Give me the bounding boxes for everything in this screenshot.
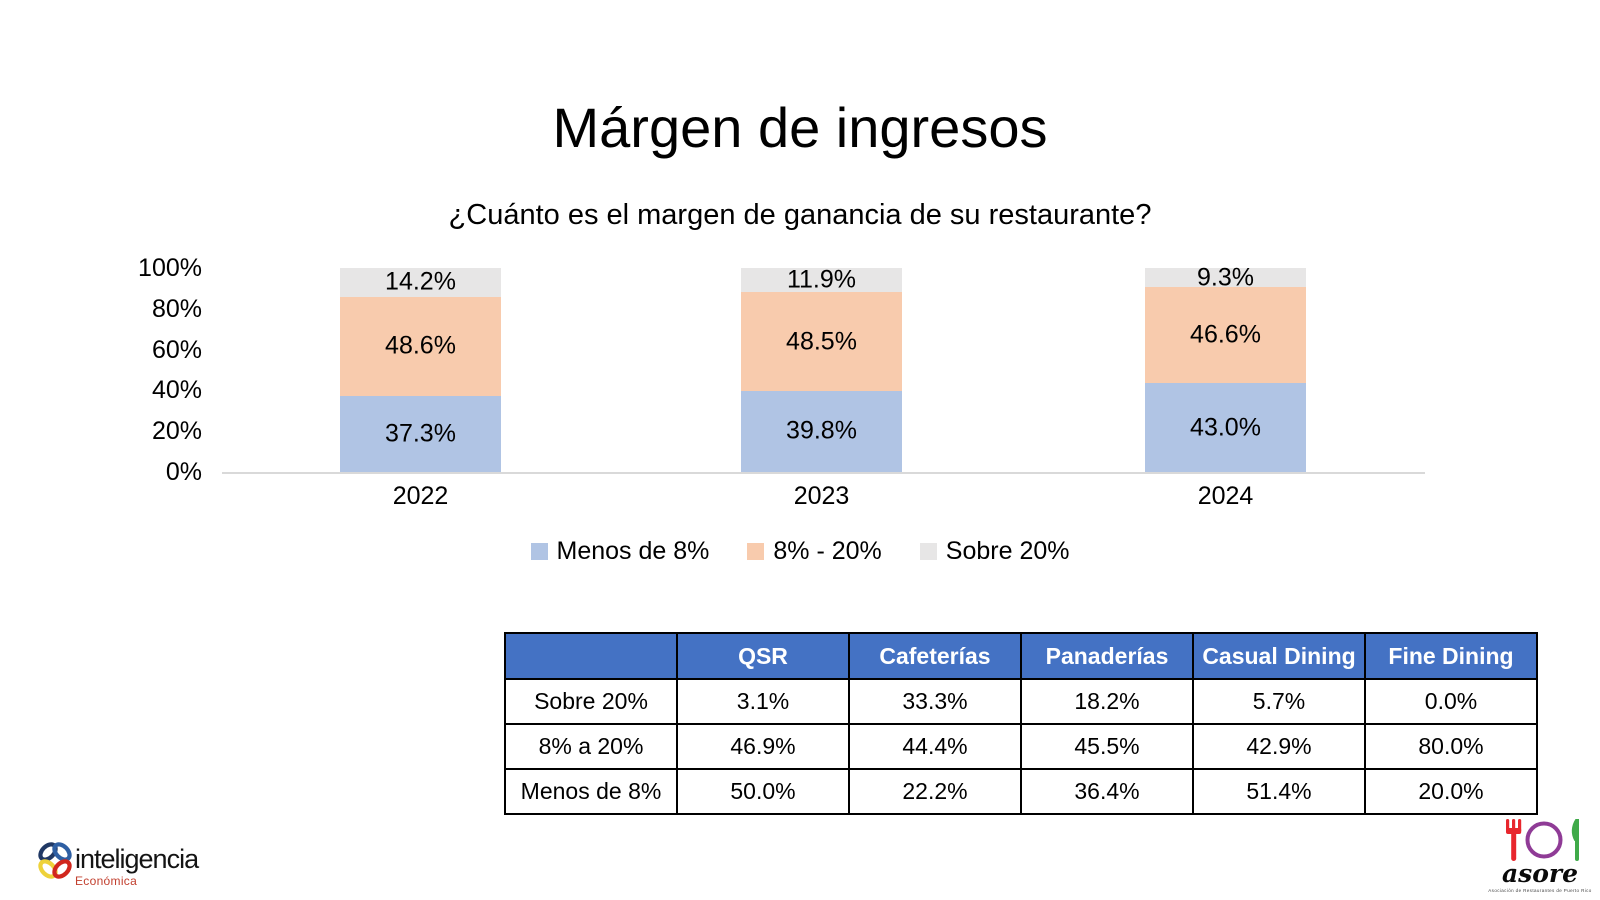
- bar-segment-sobre-20: 9.3%: [1145, 263, 1306, 291]
- table-cell: 50.0%: [676, 768, 850, 815]
- table-row-label: Sobre 20%: [504, 678, 678, 725]
- legend-item: 8% - 20%: [747, 537, 882, 566]
- bar-segment-sobre-20: 11.9%: [741, 265, 902, 294]
- bar-segment-sobre-20: 14.2%: [340, 268, 501, 297]
- legend-item: Menos de 8%: [530, 537, 710, 566]
- table-cell: 0.0%: [1364, 678, 1538, 725]
- legend-label: Menos de 8%: [556, 537, 710, 565]
- table-cell: 51.4%: [1192, 768, 1366, 815]
- results-table: QSR Cafeterías Panaderías Casual Dining …: [504, 632, 1538, 815]
- table-header-cell: Cafeterías: [848, 632, 1022, 680]
- bar-2023: 11.9% 48.5% 39.8%: [741, 265, 902, 472]
- category-label-2022: 2022: [392, 482, 449, 510]
- table-row: 8% a 20% 46.9% 44.4% 45.5% 42.9% 80.0%: [504, 723, 1538, 770]
- table-cell: 33.3%: [848, 678, 1022, 725]
- category-label-2023: 2023: [793, 482, 850, 510]
- bar-segment-8-a-20: 48.6%: [340, 296, 501, 396]
- table-cell: 46.9%: [676, 723, 850, 770]
- table-row: Sobre 20% 3.1% 33.3% 18.2% 5.7% 0.0%: [504, 678, 1538, 725]
- table-header-row: QSR Cafeterías Panaderías Casual Dining …: [504, 632, 1538, 680]
- chart-legend: Menos de 8% 8% - 20% Sobre 20%: [0, 537, 1600, 566]
- chart-subtitle: ¿Cuánto es el margen de ganancia de su r…: [448, 199, 1152, 231]
- table-row-label: Menos de 8%: [504, 768, 678, 815]
- asore-tagline: Asociación de Restaurantes de Puerto Ric…: [1488, 888, 1592, 893]
- table-header-cell: QSR: [676, 632, 850, 680]
- bar-segment-menos-de-8: 37.3%: [340, 395, 501, 472]
- table-row: Menos de 8% 50.0% 22.2% 36.4% 51.4% 20.0…: [504, 768, 1538, 815]
- legend-label: 8% - 20%: [773, 537, 882, 565]
- table-cell: 44.4%: [848, 723, 1022, 770]
- bar-2024: 9.3% 46.6% 43.0%: [1145, 263, 1306, 472]
- fork-plate-knife-icon: [1506, 819, 1579, 861]
- inteligencia-text: inteligencia: [75, 844, 199, 874]
- category-label-2024: 2024: [1197, 482, 1254, 510]
- bar-segment-label: 14.2%: [385, 267, 456, 296]
- table-header-cell: [504, 632, 678, 680]
- asore-text: asore: [1501, 859, 1579, 888]
- bar-segment-label: 39.8%: [786, 416, 857, 445]
- asore-logo: asore Asociación de Restaurantes de Puer…: [1488, 818, 1592, 893]
- table-cell: 18.2%: [1020, 678, 1194, 725]
- slide-title: Márgen de ingresos: [552, 96, 1048, 159]
- table-header-cell: Panaderías: [1020, 632, 1194, 680]
- y-tick-label: 100%: [138, 254, 202, 282]
- bar-2022: 14.2% 48.6% 37.3%: [340, 268, 501, 472]
- table-cell: 42.9%: [1192, 723, 1366, 770]
- legend-swatch-blue: [530, 543, 548, 560]
- y-tick-label: 0%: [165, 458, 202, 486]
- legend-swatch-gray: [919, 543, 937, 560]
- plot-area: 14.2% 48.6% 37.3% 11.9% 48.5% 39.8% 9.3%: [222, 263, 1425, 510]
- bar-segment-label: 48.6%: [385, 331, 456, 360]
- logo-words: inteligencia Económica: [75, 838, 199, 889]
- bar-segment-label: 9.3%: [1197, 263, 1254, 292]
- table-cell: 45.5%: [1020, 723, 1194, 770]
- table-cell: 22.2%: [848, 768, 1022, 815]
- table-cell: 36.4%: [1020, 768, 1194, 815]
- economica-text: Económica: [75, 874, 138, 888]
- bar-segment-menos-de-8: 43.0%: [1145, 383, 1306, 472]
- bar-segment-label: 48.5%: [786, 327, 857, 356]
- bar-segment-8-a-20: 46.6%: [1145, 287, 1306, 384]
- table-cell: 20.0%: [1364, 768, 1538, 815]
- bar-segment-label: 46.6%: [1190, 320, 1261, 349]
- y-tick-label: 40%: [151, 376, 202, 404]
- inteligencia-economica-logo: inteligencia Económica: [38, 838, 199, 889]
- clover-icon: [38, 842, 72, 879]
- bar-segment-label: 11.9%: [786, 265, 857, 294]
- table-header-cell: Fine Dining: [1364, 632, 1538, 680]
- bar-segment-label: 43.0%: [1190, 413, 1261, 442]
- bar-segment-label: 37.3%: [385, 419, 456, 448]
- legend-swatch-orange: [747, 543, 765, 560]
- y-tick-label: 60%: [151, 336, 202, 364]
- legend-item: Sobre 20%: [919, 537, 1070, 566]
- y-tick-label: 80%: [151, 295, 202, 323]
- y-tick-label: 20%: [151, 417, 202, 445]
- table-cell: 80.0%: [1364, 723, 1538, 770]
- table-cell: 3.1%: [676, 678, 850, 725]
- bar-segment-8-a-20: 48.5%: [741, 292, 902, 391]
- table-header-cell: Casual Dining: [1192, 632, 1366, 680]
- bar-segment-menos-de-8: 39.8%: [741, 390, 902, 472]
- table-row-label: 8% a 20%: [504, 723, 678, 770]
- legend-label: Sobre 20%: [945, 537, 1070, 565]
- table-cell: 5.7%: [1192, 678, 1366, 725]
- y-axis: 100% 80% 60% 40% 20% 0%: [112, 254, 202, 486]
